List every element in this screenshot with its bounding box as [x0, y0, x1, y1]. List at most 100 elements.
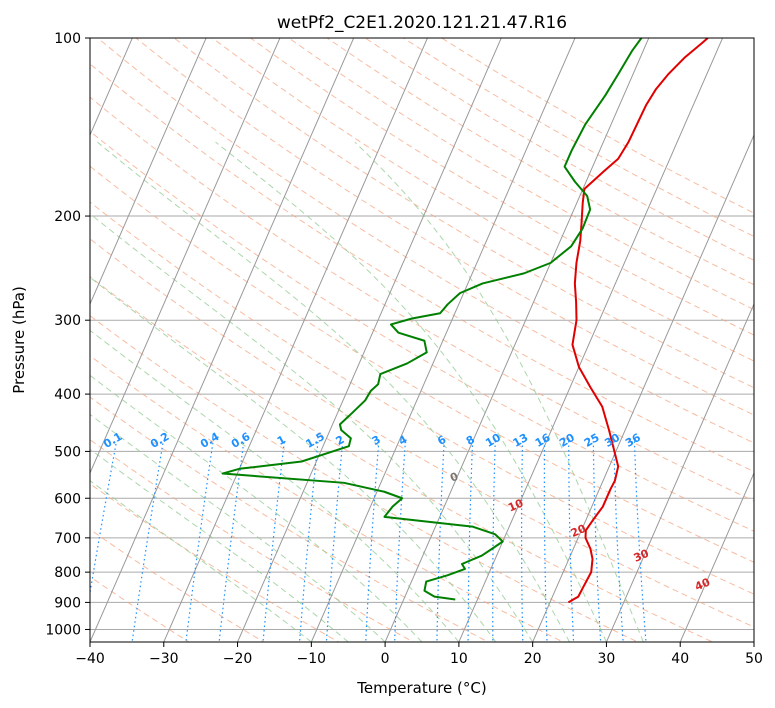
- mixing-ratio-line: [543, 440, 548, 642]
- isotherm-gridline: [679, 471, 754, 642]
- isotherm-label: 20: [569, 522, 589, 540]
- mixing-ratio-label: 25: [582, 431, 602, 450]
- x-tick-label: 20: [524, 651, 542, 667]
- dry-adiabat: [90, 576, 190, 642]
- x-tick-label: 30: [598, 651, 616, 667]
- x-tick-label: −10: [297, 651, 327, 667]
- mixing-ratio-label: 30: [602, 431, 622, 450]
- isotherm-label: 30: [632, 547, 652, 565]
- dry-adiabat: [90, 96, 754, 502]
- dry-adiabat: [90, 130, 754, 532]
- isotherm-gridline: [90, 38, 133, 137]
- isotherm-gridline: [310, 38, 576, 642]
- dry-adiabat: [90, 355, 565, 642]
- y-tick-label: 600: [54, 491, 81, 507]
- mixing-ratio-line: [492, 440, 496, 642]
- profile-lines: [221, 38, 709, 604]
- mixing-ratio-label: 0.6: [229, 430, 253, 451]
- y-tick-label: 1000: [45, 622, 81, 638]
- moist-adiabat: [90, 329, 460, 642]
- mixing-ratio-line: [633, 440, 647, 642]
- moist-adiabat: [354, 141, 644, 642]
- moist-adiabat: [90, 276, 497, 642]
- isotherm-gridline: [753, 640, 754, 642]
- isotherm-gridline: [458, 38, 724, 642]
- mixing-ratio-line: [467, 440, 474, 642]
- dry-adiabat: [90, 201, 754, 595]
- mixing-ratio-line: [90, 440, 118, 597]
- y-tick-label: 400: [54, 387, 81, 403]
- mixing-ratio-label: 0.1: [101, 430, 124, 451]
- mixing-ratio-line: [592, 440, 602, 642]
- mixing-ratio-label: 6: [435, 433, 448, 448]
- mixing-ratio-label: 13: [511, 431, 531, 450]
- moist-adiabat: [90, 213, 534, 642]
- moist-adiabat: [90, 480, 312, 642]
- chart-title: wetPf2_C2E1.2020.121.21.47.R16: [277, 13, 567, 33]
- dry-adiabat: [90, 315, 640, 642]
- dry-adiabat: [90, 483, 340, 642]
- y-tick-label: 700: [54, 531, 81, 547]
- mixing-ratio-line: [298, 440, 319, 642]
- mixing-ratio-line: [436, 440, 445, 642]
- mixing-ratio-line: [325, 440, 344, 642]
- isotherm-gridline: [90, 38, 207, 306]
- x-tick-label: 50: [745, 651, 763, 667]
- mixing-ratio-line: [521, 440, 524, 642]
- dry-adiabat: [90, 63, 754, 473]
- moist-adiabat: [90, 448, 349, 642]
- mixing-ratio-label: 1.5: [304, 430, 327, 451]
- mixing-ratio-label: 3: [370, 433, 383, 448]
- y-tick-label: 800: [54, 565, 81, 581]
- y-tick-label: 500: [54, 444, 81, 460]
- dry-adiabat: [173, 38, 754, 389]
- isotherm-label: 40: [693, 575, 713, 593]
- background-lines: [90, 38, 754, 642]
- dry-adiabat: [250, 38, 754, 336]
- dry-adiabat: [90, 238, 754, 628]
- moist-adiabat: [97, 141, 571, 642]
- dry-adiabat: [90, 396, 490, 642]
- y-tick-label: 900: [54, 595, 81, 611]
- y-tick-label: 200: [54, 209, 81, 225]
- mixing-ratio-line: [568, 440, 575, 642]
- x-tick-label: −40: [75, 651, 105, 667]
- isotherm-gridline: [90, 38, 355, 642]
- mixing-ratio-label: 0.4: [198, 430, 222, 451]
- mixing-ratio-line: [131, 440, 164, 642]
- mixing-ratio-label: 1: [275, 433, 288, 448]
- isotherm-gridline: [384, 38, 650, 642]
- isotherm-gridline: [237, 38, 502, 642]
- dry-adiabat: [135, 38, 754, 416]
- dry-adiabat: [90, 528, 265, 642]
- x-axis-title: Temperature (°C): [356, 679, 486, 697]
- isotherm-gridline: [605, 302, 754, 642]
- mixing-ratio-label: 0.2: [148, 430, 171, 451]
- x-tick-label: 0: [381, 651, 390, 667]
- dewpoint-line: [221, 38, 643, 601]
- mixing-ratio-label: 36: [623, 431, 643, 450]
- moist-adiabat: [90, 413, 386, 642]
- temperature-line: [567, 38, 709, 604]
- mixing-ratio-label: 10: [483, 431, 503, 450]
- dry-adiabat: [288, 38, 754, 311]
- mixing-ratio-line: [613, 440, 624, 642]
- plot-frame: [89, 37, 755, 643]
- mixing-ratio-line: [185, 440, 214, 642]
- dry-adiabat: [90, 439, 415, 642]
- isotherm-gridline: [90, 38, 281, 475]
- y-axis-title: Pressure (hPa): [10, 286, 28, 394]
- x-tick-label: 10: [450, 651, 468, 667]
- y-tick-label: 100: [54, 31, 81, 47]
- dry-adiabat: [364, 38, 754, 261]
- dry-adiabat: [326, 38, 754, 286]
- line-labels: 0.1 0.2 0.4 0.6 1 1.5 2 3 4 6 8 10 13 16 20 25 30 3601020…: [101, 430, 712, 594]
- x-tick-label: −20: [223, 651, 253, 667]
- x-tick-label: 40: [671, 651, 689, 667]
- x-tick-label: −30: [149, 651, 179, 667]
- moist-adiabat: [215, 141, 607, 642]
- mixing-ratio-label: 20: [557, 431, 577, 450]
- mixing-ratio-label: 2: [333, 433, 346, 448]
- isotherm-gridline: [163, 38, 429, 642]
